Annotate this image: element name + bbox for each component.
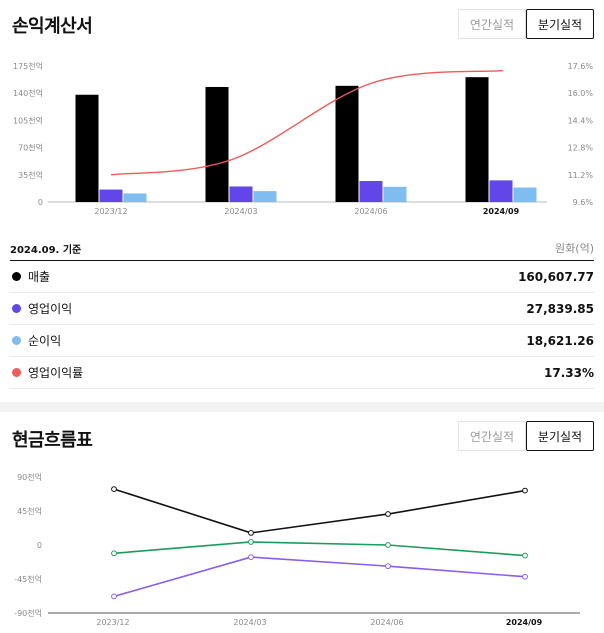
legend-dot-icon bbox=[12, 272, 21, 281]
income-statement-section: 0 35천억 70천억 105천억 140천억 175천억 9.6% 11.2% 12.8% 14… bbox=[10, 9, 594, 389]
summary-row-net-income: 순이익 18,621.26 bbox=[10, 325, 594, 357]
series-line bbox=[113, 488, 526, 534]
annual-button[interactable]: 연간실적 bbox=[458, 421, 526, 451]
row-label: 순이익 bbox=[28, 334, 62, 348]
bar bbox=[335, 85, 359, 202]
y-tick-label: -45천억 bbox=[14, 574, 42, 584]
y-right-tick-label: 14.4% bbox=[568, 116, 594, 125]
data-point bbox=[248, 539, 254, 545]
summary-row-operating-margin: 영업이익률 17.33% bbox=[10, 357, 594, 389]
summary-row-revenue: 매출 160,607.77 bbox=[10, 261, 594, 293]
series-line bbox=[113, 541, 526, 557]
data-point bbox=[522, 552, 528, 559]
data-point bbox=[111, 550, 117, 557]
row-label: 매출 bbox=[28, 270, 51, 284]
y-tick-label: 45천억 bbox=[17, 506, 42, 516]
y-tick-label: 0 bbox=[37, 541, 42, 550]
bar bbox=[229, 186, 253, 202]
row-label: 영업이익 bbox=[28, 302, 73, 316]
row-value: 18,621.26 bbox=[526, 333, 594, 348]
x-tick-label: 2024/06 bbox=[370, 618, 403, 627]
data-point bbox=[385, 542, 391, 548]
cashflow-chart: 90천억 45천억 0 -45천억 -90천억 2023/12 2024/03 2024/06… bbox=[14, 472, 580, 627]
legend-dot-icon bbox=[12, 336, 21, 345]
y-tick-label: -90천억 bbox=[14, 608, 42, 618]
x-tick-label: 2024/09 bbox=[483, 207, 520, 216]
income-summary: 2024.09. 기준 원화(억) 매출 160,607.77 영업이익 27,… bbox=[10, 236, 594, 389]
y-tick-label: 35천억 bbox=[18, 170, 43, 180]
y-tick-label: 105천억 bbox=[13, 115, 43, 125]
income-chart: 0 35천억 70천억 105천억 140천억 175천억 9.6% 11.2% 12.8% 14… bbox=[13, 61, 594, 216]
y-right-tick-label: 9.6% bbox=[573, 198, 594, 207]
y-right-tick-label: 12.8% bbox=[568, 144, 594, 153]
data-point bbox=[248, 554, 254, 560]
x-tick-label: 2024/09 bbox=[506, 618, 543, 627]
data-point bbox=[111, 486, 117, 492]
data-point bbox=[248, 530, 254, 536]
y-right-tick-label: 16.0% bbox=[568, 89, 594, 98]
bar bbox=[383, 186, 407, 202]
bar bbox=[75, 94, 99, 202]
data-point bbox=[385, 563, 391, 570]
x-tick-label: 2023/12 bbox=[96, 618, 129, 627]
cashflow-period-toggle: 연간실적 분기실적 bbox=[458, 421, 594, 451]
x-tick-label: 2023/12 bbox=[94, 207, 127, 216]
series-line bbox=[110, 69, 504, 176]
basis-date: 2024.09. 기준 bbox=[10, 244, 82, 256]
cashflow-section: 90천억 45천억 0 -45천억 -90천억 2023/12 2024/03 2024/06… bbox=[0, 412, 604, 633]
data-point bbox=[522, 487, 528, 494]
bar bbox=[123, 193, 147, 202]
cashflow-title: 현금흐름표 bbox=[12, 430, 93, 451]
x-tick-label: 2024/03 bbox=[233, 618, 266, 627]
bar bbox=[489, 180, 513, 202]
row-value: 17.33% bbox=[544, 365, 594, 380]
row-value: 27,839.85 bbox=[526, 301, 594, 316]
unit-label: 원화(억) bbox=[555, 242, 594, 255]
bar bbox=[513, 187, 537, 202]
row-value: 160,607.77 bbox=[518, 269, 594, 284]
section-divider bbox=[0, 402, 604, 412]
summary-header: 2024.09. 기준 원화(억) bbox=[10, 236, 594, 261]
bar bbox=[99, 189, 123, 202]
series-line bbox=[113, 556, 526, 598]
y-tick-label: 0 bbox=[38, 198, 43, 207]
annual-button[interactable]: 연간실적 bbox=[458, 9, 526, 39]
legend-dot-icon bbox=[12, 304, 21, 313]
data-point bbox=[111, 593, 117, 600]
y-tick-label: 175천억 bbox=[13, 61, 43, 71]
income-period-toggle: 연간실적 분기실적 bbox=[458, 9, 594, 39]
y-right-tick-label: 17.6% bbox=[568, 62, 594, 71]
bar bbox=[465, 77, 489, 202]
x-tick-label: 2024/03 bbox=[224, 207, 257, 216]
quarterly-button[interactable]: 분기실적 bbox=[526, 421, 594, 451]
bar bbox=[359, 181, 383, 202]
quarterly-button[interactable]: 분기실적 bbox=[526, 9, 594, 39]
row-label: 영업이익률 bbox=[28, 366, 84, 380]
legend-dot-icon bbox=[12, 368, 21, 377]
income-title: 손익계산서 bbox=[12, 16, 93, 37]
bar bbox=[253, 191, 277, 202]
y-tick-label: 90천억 bbox=[17, 472, 42, 482]
y-tick-label: 70천억 bbox=[18, 143, 43, 153]
data-point bbox=[385, 511, 391, 517]
summary-row-operating-profit: 영업이익 27,839.85 bbox=[10, 293, 594, 325]
data-point bbox=[522, 573, 528, 580]
y-right-tick-label: 11.2% bbox=[568, 171, 594, 180]
y-tick-label: 140천억 bbox=[13, 88, 43, 98]
bar bbox=[205, 86, 229, 202]
x-tick-label: 2024/06 bbox=[354, 207, 387, 216]
